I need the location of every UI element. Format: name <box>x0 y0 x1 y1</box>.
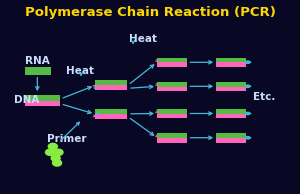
Bar <box>216 87 246 91</box>
Circle shape <box>54 149 63 155</box>
Bar <box>216 138 246 143</box>
Bar <box>25 101 60 106</box>
Circle shape <box>52 160 62 166</box>
Text: Heat: Heat <box>65 66 94 76</box>
Circle shape <box>51 155 60 161</box>
Bar <box>157 109 187 114</box>
Bar <box>157 82 187 87</box>
Bar <box>25 67 51 75</box>
Circle shape <box>48 143 57 150</box>
Bar <box>95 85 128 90</box>
Bar <box>157 62 187 67</box>
Bar <box>216 114 246 118</box>
Bar <box>216 109 246 114</box>
Bar <box>216 133 246 138</box>
Bar <box>157 87 187 91</box>
Text: DNA: DNA <box>14 95 40 106</box>
Bar <box>157 138 187 143</box>
Text: Primer: Primer <box>47 134 87 144</box>
Bar <box>216 62 246 67</box>
Bar <box>95 109 128 114</box>
Text: Polymerase Chain Reaction (PCR): Polymerase Chain Reaction (PCR) <box>25 6 275 19</box>
Circle shape <box>46 149 55 155</box>
Bar <box>216 58 246 62</box>
Bar <box>216 82 246 87</box>
Bar <box>157 114 187 118</box>
Bar <box>157 133 187 138</box>
Bar <box>25 95 60 101</box>
Bar <box>157 58 187 62</box>
Bar <box>95 114 128 119</box>
Text: Heat: Heat <box>129 34 157 44</box>
Text: RNA: RNA <box>25 56 50 66</box>
Text: Etc.: Etc. <box>253 92 275 102</box>
Bar <box>95 80 128 85</box>
